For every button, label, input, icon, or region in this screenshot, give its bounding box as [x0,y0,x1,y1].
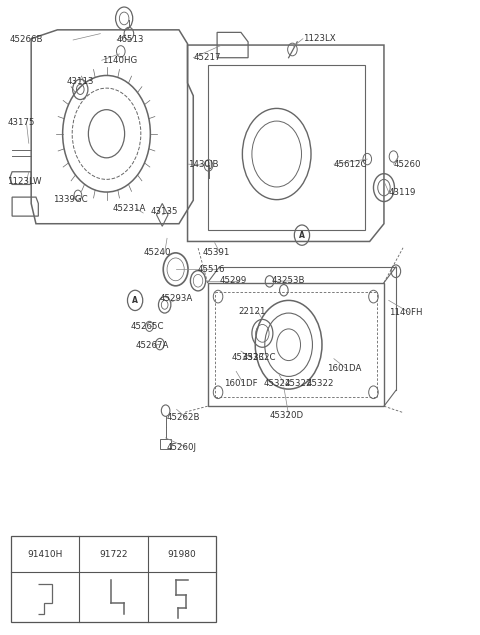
Text: 91722: 91722 [99,549,128,559]
Text: 1339GC: 1339GC [53,194,87,203]
Bar [160,439,171,449]
Text: 45320D: 45320D [270,411,304,420]
Text: 45240: 45240 [143,248,171,257]
Text: 45612C: 45612C [334,159,367,169]
Text: A: A [299,231,305,239]
Text: 46513: 46513 [117,36,144,44]
Text: 43253B: 43253B [272,276,305,285]
Text: 45391: 45391 [203,248,230,257]
Text: 45266B: 45266B [10,36,43,44]
Text: 45516: 45516 [198,265,226,274]
Text: 22121: 22121 [239,307,266,316]
Text: 45322: 45322 [307,379,334,388]
Bar [207,283,384,406]
Text: 45267A: 45267A [135,341,168,350]
Text: 1140HG: 1140HG [102,56,137,65]
Text: 91980: 91980 [168,549,196,559]
Text: 45265C: 45265C [131,322,164,331]
Text: 45293A: 45293A [160,294,193,303]
Text: 45260: 45260 [394,159,421,169]
Text: 43135: 43135 [150,206,178,215]
Text: 1140FH: 1140FH [389,308,422,317]
Text: 45260J: 45260J [167,443,197,452]
Text: 45299: 45299 [219,276,247,285]
Text: 1601DF: 1601DF [224,379,258,388]
Text: 43175: 43175 [7,118,35,127]
Text: 1123LX: 1123LX [303,34,336,43]
Text: 45332C: 45332C [242,353,276,362]
Text: 91410H: 91410H [28,549,63,559]
Bar [207,65,365,230]
Text: 1430JB: 1430JB [189,159,219,169]
Text: 1123LW: 1123LW [7,177,42,186]
Text: 45322: 45322 [285,379,312,388]
Bar [11,536,216,622]
Text: 45262B: 45262B [167,413,201,422]
Text: 45322: 45322 [264,379,291,388]
Text: 43119: 43119 [389,187,416,197]
Text: 1601DA: 1601DA [327,364,361,373]
Text: 43113: 43113 [67,77,95,86]
Text: 45231A: 45231A [112,204,145,213]
Text: A: A [132,296,138,305]
Text: 45217: 45217 [193,53,221,62]
Text: 45332C: 45332C [231,353,265,362]
